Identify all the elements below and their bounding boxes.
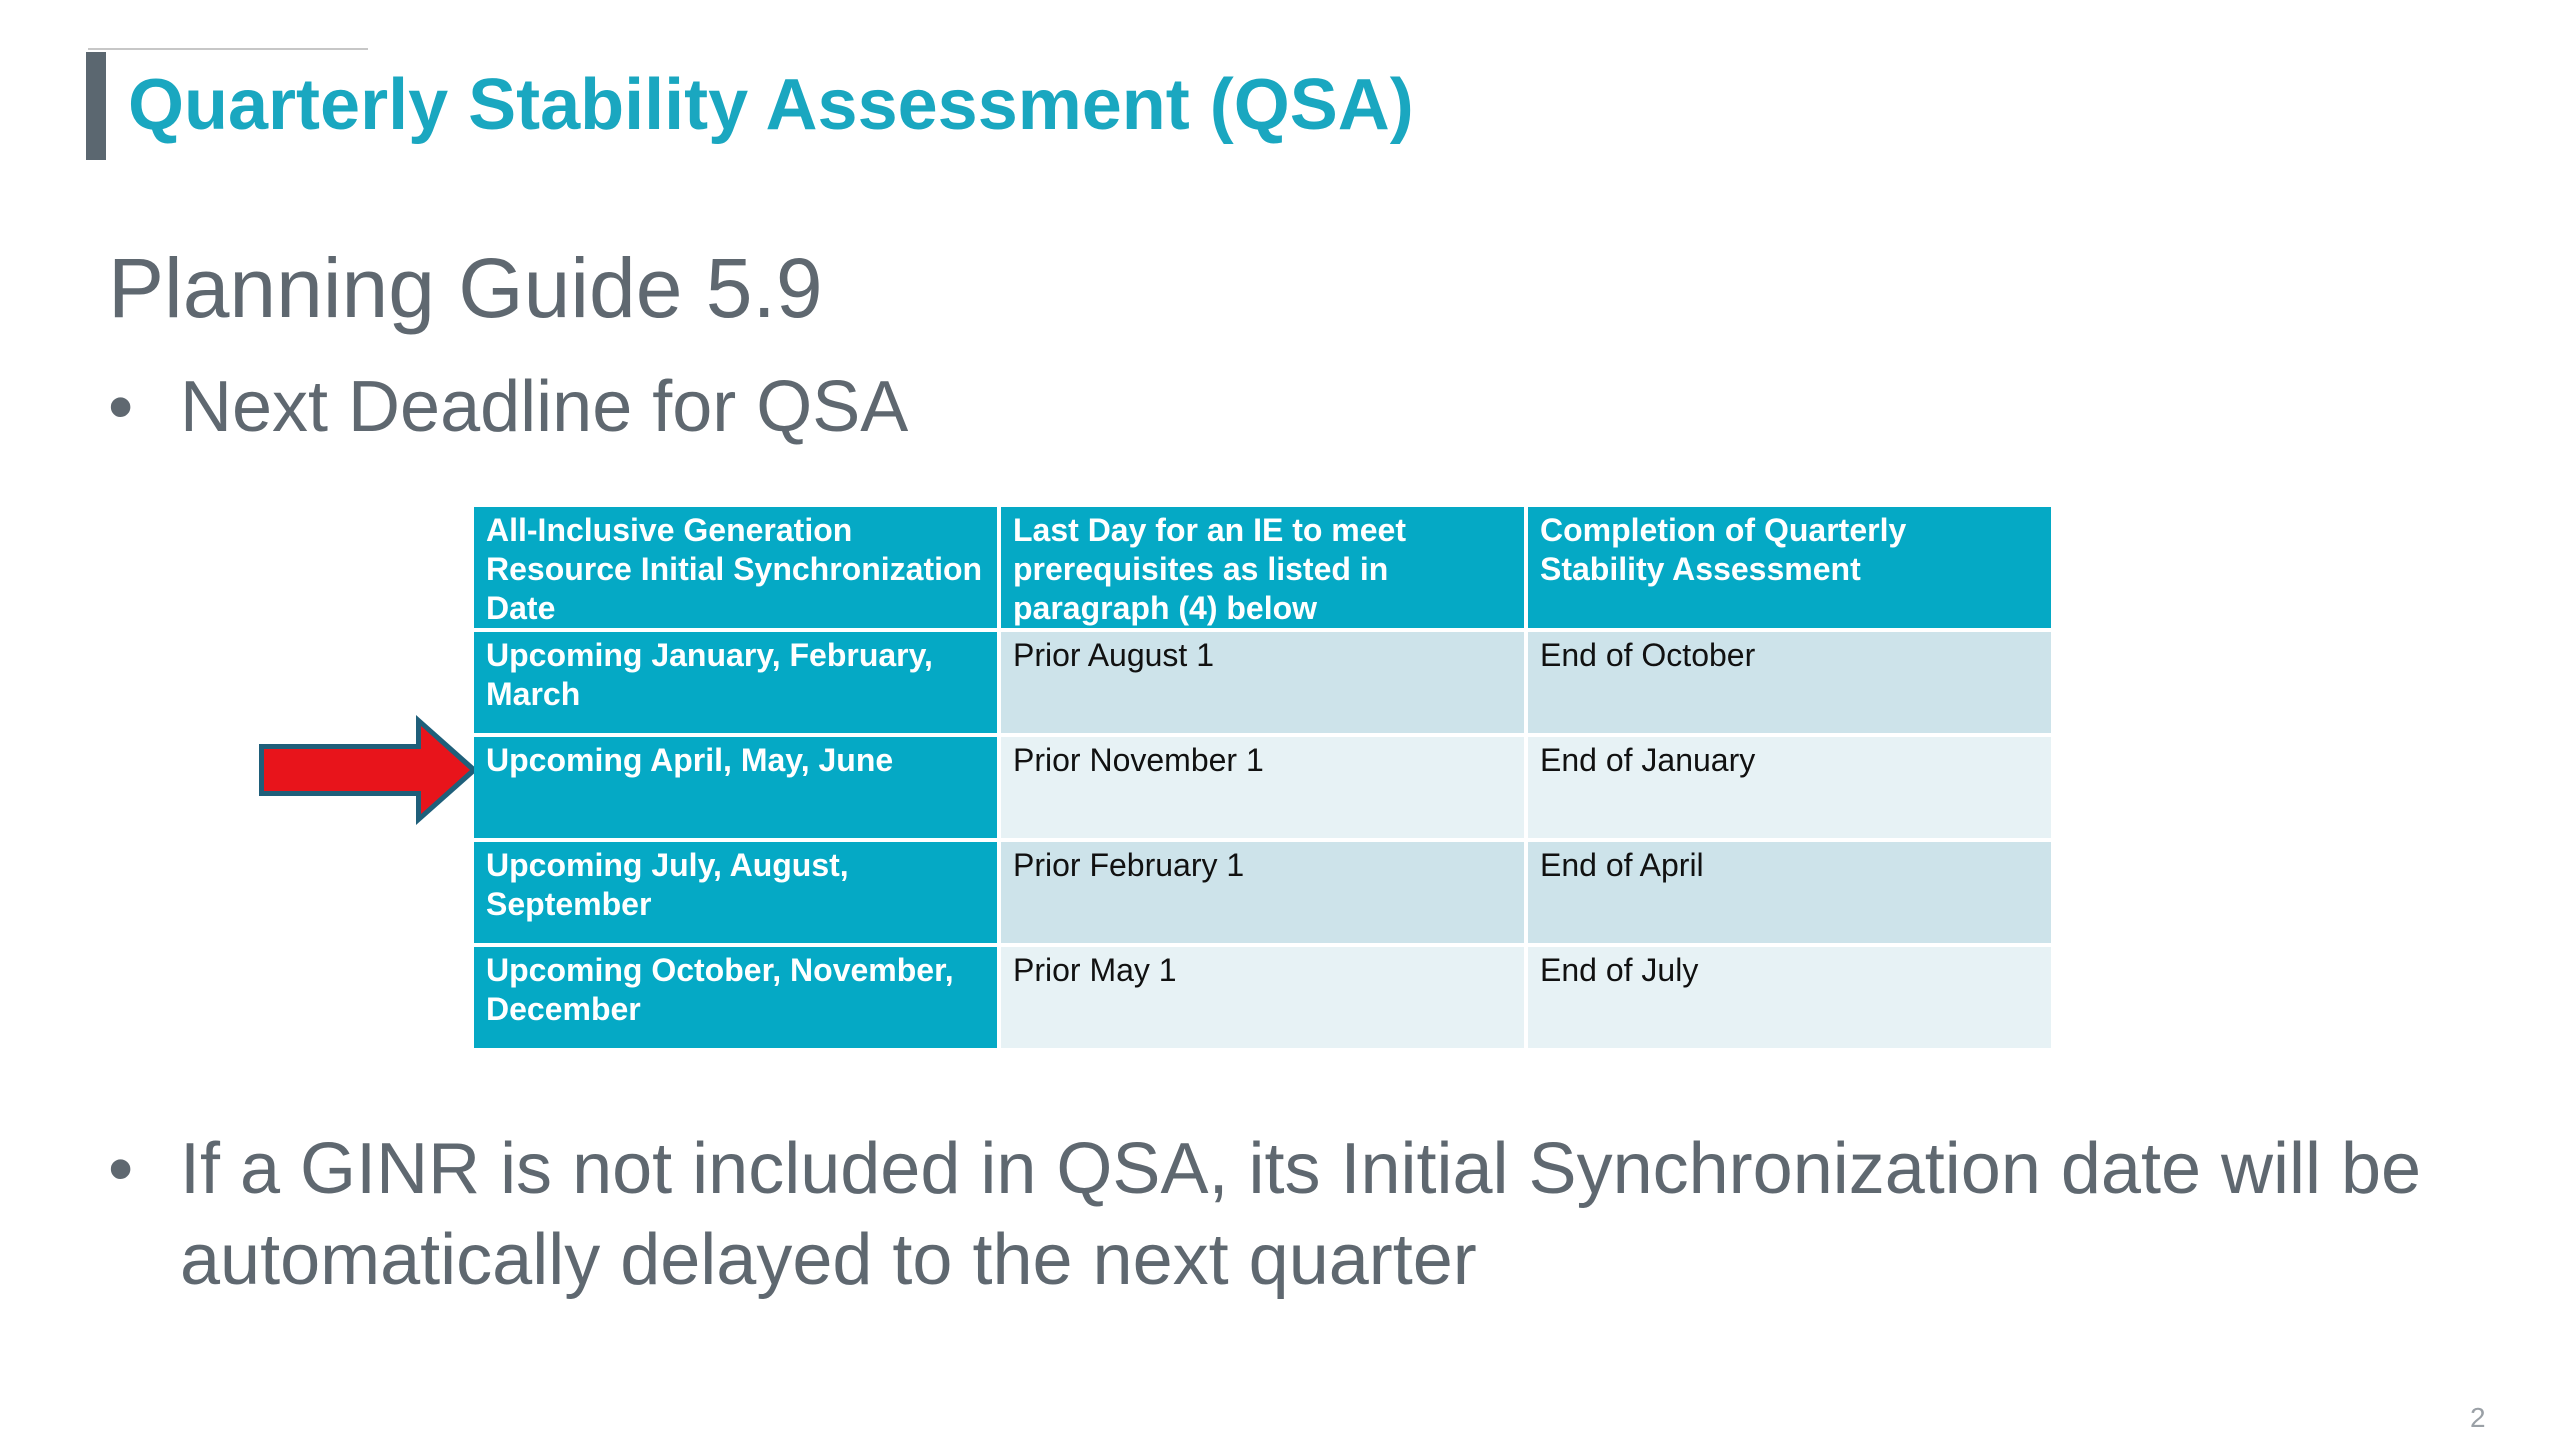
row-sync-quarter: Upcoming January, February, March [474,632,997,734]
row-completion: End of April [1528,842,2051,944]
table-row: Upcoming January, February, March Prior … [474,632,2051,734]
header-completion-qsa: Completion of Quarterly Stability Assess… [1528,507,2051,629]
table-row: Upcoming October, November, December Pri… [474,947,2051,1049]
table-row: Upcoming April, May, June Prior November… [474,737,2051,839]
page-number: 2 [2470,1402,2486,1433]
title-rule [88,48,368,50]
bullet-text: Next Deadline for QSA [180,367,909,447]
row-last-day: Prior February 1 [1001,842,1524,944]
table-row: Upcoming July, August, September Prior F… [474,842,2051,944]
row-sync-quarter: Upcoming April, May, June [474,737,997,839]
bullet-ginr-note: • If a GINR is not included in QSA, its … [108,1124,2508,1324]
bullet-next-deadline: • Next Deadline for QSA [108,362,1308,462]
bullet-dot: • [108,1129,134,1209]
row-last-day: Prior May 1 [1001,947,1524,1049]
red-right-arrow-icon [259,715,478,825]
row-completion: End of October [1528,632,2051,734]
qsa-deadline-table: All-Inclusive Generation Resource Initia… [470,503,2055,1052]
row-completion: End of July [1528,947,2051,1049]
slide-subtitle: Planning Guide 5.9 [108,241,823,335]
row-sync-quarter: Upcoming July, August, September [474,842,997,944]
row-last-day: Prior August 1 [1001,632,1524,734]
title-accent-bar [86,52,106,160]
bullet-dot: • [108,367,134,447]
bullet-text: If a GINR is not included in QSA, its In… [180,1129,2422,1300]
row-last-day: Prior November 1 [1001,737,1524,839]
table-header-row: All-Inclusive Generation Resource Initia… [474,507,2051,629]
slide-title: Quarterly Stability Assessment (QSA) [128,65,1414,145]
header-last-day-prerequisites: Last Day for an IE to meet prerequisites… [1001,507,1524,629]
row-sync-quarter: Upcoming October, November, December [474,947,997,1049]
header-initial-sync-date: All-Inclusive Generation Resource Initia… [474,507,997,629]
row-completion: End of January [1528,737,2051,839]
